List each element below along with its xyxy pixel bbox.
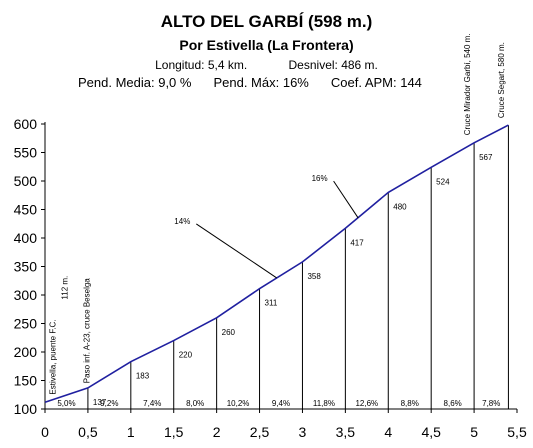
km-marker-altitude-label: 524: [436, 177, 450, 186]
gradient-label: 5,0%: [57, 399, 75, 408]
x-tick-label: 3: [299, 424, 307, 440]
desnivel-stat: Desnivel: 486 m.: [288, 58, 378, 72]
km-marker-altitude-label: 220: [179, 351, 193, 360]
y-tick-label: 100: [14, 401, 38, 417]
place-elevation-label: 112 m.: [60, 276, 69, 300]
x-tick-label: 0,5: [78, 424, 98, 440]
x-tick-label: 5: [470, 424, 478, 440]
y-tick-label: 400: [14, 230, 38, 246]
stats-line-2: Pend. Media: 9,0 % Pend. Máx: 16% Coef. AP…: [78, 75, 444, 90]
gradient-label: 9,4%: [272, 399, 290, 408]
place-label: Cruce Mirador Garbí, 540 m.: [463, 33, 472, 135]
y-tick-label: 300: [14, 287, 38, 303]
gradient-label: 9,2%: [100, 399, 118, 408]
y-tick-label: 500: [14, 173, 38, 189]
pend-media-stat: Pend. Media: 9,0 %: [78, 75, 192, 90]
x-tick-label: 2: [213, 424, 221, 440]
chart-subtitle: Por Estivella (La Frontera): [179, 37, 354, 53]
x-tick-label: 2,5: [250, 424, 270, 440]
y-tick-label: 250: [14, 316, 38, 332]
gradient-label: 11,8%: [313, 399, 335, 408]
gradient-label: 7,4%: [143, 399, 161, 408]
stats-line-1: Longitud: 5,4 km. Desnivel: 486 m.: [0, 58, 533, 72]
km-marker-altitude-label: 358: [307, 272, 321, 281]
y-tick-label: 350: [14, 259, 38, 275]
km-marker-altitude-label: 567: [479, 153, 493, 162]
longitud-stat: Longitud: 5,4 km.: [155, 58, 248, 72]
gradient-label: 8,0%: [186, 399, 204, 408]
km-marker-altitude-label: 417: [350, 238, 364, 247]
gradient-label: 8,6%: [444, 399, 462, 408]
km-marker-altitude-label: 311: [265, 299, 278, 308]
place-label: Cruce Segart, 580 m.: [497, 42, 506, 118]
x-tick-label: 5,5: [507, 424, 527, 440]
y-tick-label: 150: [14, 373, 38, 389]
pend-max-stat: Pend. Máx: 16%: [213, 75, 309, 90]
x-tick-label: 0: [41, 424, 49, 440]
annotation-label: 16%: [312, 174, 328, 183]
gradient-label: 12,6%: [355, 399, 378, 408]
x-tick-label: 3,5: [336, 424, 356, 440]
x-tick-label: 1: [127, 424, 135, 440]
x-tick-label: 1,5: [164, 424, 184, 440]
annotation-leader-line: [333, 180, 359, 219]
km-marker-altitude-label: 260: [222, 328, 236, 337]
coef-stat: Coef. APM: 144: [330, 75, 422, 90]
x-tick-label: 4,5: [421, 424, 441, 440]
annotation-label: 14%: [174, 217, 190, 226]
gradient-label: 7,8%: [482, 399, 500, 408]
place-label: Estivella, puente F.C.: [48, 319, 57, 394]
gradient-label: 10,2%: [227, 399, 250, 408]
km-marker-altitude-label: 480: [393, 202, 407, 211]
chart-title: ALTO DEL GARBÍ (598 m.): [160, 12, 373, 31]
x-tick-label: 4: [384, 424, 392, 440]
y-tick-label: 600: [14, 116, 38, 132]
km-marker-altitude-label: 137: [93, 398, 107, 407]
altitude-profile-line: [44, 124, 509, 403]
gradient-label: 8,8%: [401, 399, 419, 408]
place-label: Paso inf. A-23, cruce Beselga: [83, 278, 92, 384]
annotation-leader-line: [196, 223, 277, 279]
y-tick-label: 450: [14, 202, 38, 218]
y-tick-label: 550: [14, 145, 38, 161]
km-marker-altitude-label: 183: [136, 372, 150, 381]
y-tick-label: 200: [14, 344, 38, 360]
